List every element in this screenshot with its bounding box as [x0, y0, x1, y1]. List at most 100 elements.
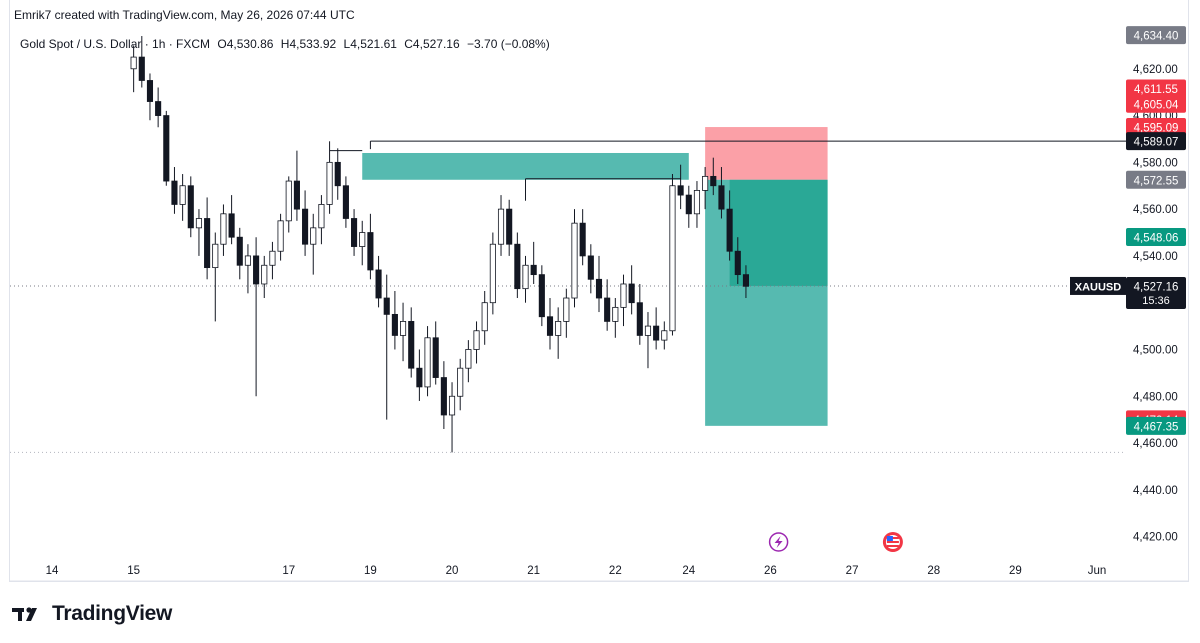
candle-body[interactable] [318, 204, 325, 229]
candle-body[interactable] [538, 274, 545, 318]
candle-body[interactable] [432, 337, 439, 378]
price-tag[interactable] [1126, 228, 1186, 247]
candle-body[interactable] [669, 185, 676, 332]
candle-body[interactable] [400, 321, 407, 336]
price-tag[interactable] [1126, 132, 1186, 151]
candle-body[interactable] [375, 269, 382, 299]
candle-body[interactable] [285, 180, 292, 222]
candle-body[interactable] [359, 232, 366, 247]
candle-body[interactable] [179, 185, 186, 205]
candle-body[interactable] [416, 367, 423, 388]
candle-body[interactable] [636, 302, 643, 336]
time-tick-label: 24 [682, 565, 695, 577]
candle-body[interactable] [489, 243, 496, 304]
time-tick-label: 26 [764, 565, 777, 577]
candle-body[interactable] [367, 232, 374, 271]
candle-body[interactable] [171, 180, 178, 205]
price-tag[interactable] [1126, 118, 1186, 137]
candle-body[interactable] [130, 56, 137, 70]
high-value: H4,533.92 [280, 37, 337, 51]
candle-body[interactable] [334, 161, 341, 187]
candle-body[interactable] [293, 180, 300, 210]
candle-body[interactable] [661, 330, 668, 341]
candle-body[interactable] [155, 101, 162, 116]
candle-body[interactable] [506, 208, 513, 245]
price-tick-label: 4,420.00 [1133, 532, 1178, 544]
candle-body[interactable] [277, 220, 284, 252]
candle-body[interactable] [742, 274, 749, 287]
price-tag[interactable] [1126, 94, 1186, 113]
candle-body[interactable] [244, 255, 251, 266]
candle-body[interactable] [481, 302, 488, 332]
price-tick-label: 4,500.00 [1133, 344, 1178, 356]
supply-zone-rectangle[interactable] [362, 152, 689, 180]
candle-body[interactable] [702, 175, 709, 191]
candle-body[interactable] [424, 337, 431, 388]
candle-body[interactable] [138, 56, 145, 81]
time-tick-label: 19 [364, 565, 377, 577]
candle-body[interactable] [546, 316, 554, 336]
change-value: −3.70 (−0.08%) [467, 37, 550, 51]
candle-body[interactable] [236, 236, 243, 266]
candle-body[interactable] [644, 325, 652, 336]
candle-body[interactable] [146, 80, 154, 102]
price-tag[interactable] [1126, 79, 1186, 98]
candle-body[interactable] [310, 227, 317, 245]
candle-body[interactable] [269, 250, 276, 266]
candle-body[interactable] [612, 306, 619, 322]
candle-body[interactable] [204, 218, 211, 269]
candle-body[interactable] [261, 264, 268, 285]
candle-body[interactable] [220, 213, 227, 245]
candle-body[interactable] [571, 222, 578, 299]
candle-body[interactable] [595, 278, 603, 299]
candle-body[interactable] [579, 222, 586, 257]
candle-body[interactable] [514, 243, 521, 290]
candle-body[interactable] [563, 297, 570, 322]
candle-body[interactable] [555, 321, 562, 336]
candle-body[interactable] [212, 243, 219, 269]
candle-body[interactable] [195, 218, 203, 229]
candle-body[interactable] [726, 208, 733, 252]
candle-body[interactable] [710, 175, 717, 187]
candle-body[interactable] [408, 321, 415, 369]
price-tag[interactable] [1126, 416, 1186, 435]
candle-body[interactable] [253, 255, 260, 285]
price-tag-label: 4,548.06 [1134, 233, 1179, 245]
candle-body[interactable] [677, 185, 684, 196]
candle-body[interactable] [383, 297, 390, 315]
candle-body[interactable] [351, 218, 358, 247]
candle-body[interactable] [693, 190, 701, 215]
candle-body[interactable] [604, 297, 611, 322]
price-chart[interactable]: 4,420.00 4,440.00 4,460.00 4,480.00 4,500.00… [0, 0, 1200, 600]
candle-body[interactable] [734, 250, 741, 276]
candle-body[interactable] [718, 185, 725, 210]
candle-body[interactable] [326, 161, 333, 205]
price-tag[interactable] [1126, 26, 1186, 45]
candle-body[interactable] [228, 213, 235, 238]
candle-body[interactable] [685, 194, 692, 215]
price-tag-label: 4,572.55 [1134, 175, 1179, 187]
candle-body[interactable] [391, 313, 398, 336]
price-tag[interactable] [1126, 170, 1186, 189]
symbol-title[interactable]: Gold Spot / U.S. Dollar · 1h · FXCM [20, 37, 211, 51]
candle-body[interactable] [522, 264, 529, 290]
candle-body[interactable] [530, 264, 537, 276]
candle-body[interactable] [465, 349, 472, 369]
candle-body[interactable] [628, 283, 635, 304]
candle-body[interactable] [653, 325, 660, 341]
candle-body[interactable] [448, 395, 456, 416]
candle-body[interactable] [457, 367, 464, 397]
candle-body[interactable] [187, 185, 194, 229]
candle-body[interactable] [440, 377, 447, 416]
candle-body[interactable] [473, 330, 480, 350]
current-price-tag[interactable] [1126, 276, 1186, 309]
candle-body[interactable] [587, 255, 594, 280]
candle-body[interactable] [302, 208, 309, 245]
symbol-tag[interactable] [1070, 276, 1126, 295]
candle-body[interactable] [620, 283, 627, 308]
candle-body[interactable] [497, 208, 505, 245]
price-tag-label: 4,605.04 [1134, 99, 1179, 111]
candle-body[interactable] [342, 185, 349, 219]
candle-body[interactable] [163, 115, 170, 182]
stop-loss-zone[interactable] [705, 127, 828, 180]
